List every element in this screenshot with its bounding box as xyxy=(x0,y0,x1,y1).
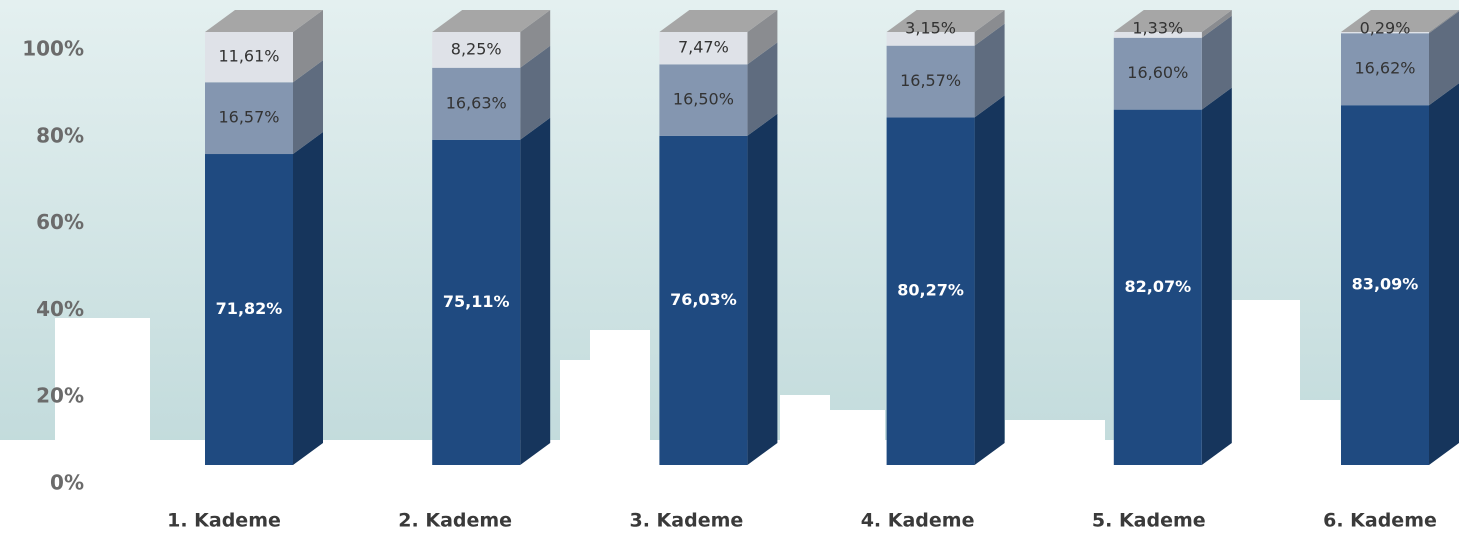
bar xyxy=(1113,37,1202,110)
bar xyxy=(886,32,975,46)
bar xyxy=(205,154,293,465)
x-tick-label: 3. Kademe xyxy=(630,510,744,532)
bar xyxy=(432,67,521,140)
y-tick-label: 100% xyxy=(22,37,84,61)
bar-side xyxy=(747,42,778,136)
value-label: 80,27% xyxy=(897,281,964,300)
bar-side xyxy=(747,113,778,465)
value-label: 3,15% xyxy=(905,19,956,38)
bar-top xyxy=(205,10,323,32)
bar xyxy=(1113,32,1202,38)
value-label: 75,11% xyxy=(443,292,510,311)
value-label: 11,61% xyxy=(218,47,279,66)
bar xyxy=(432,32,521,68)
y-tick-label: 40% xyxy=(36,297,84,321)
bar-side xyxy=(747,10,778,65)
bar xyxy=(1341,33,1429,106)
bar-side xyxy=(974,23,1005,118)
x-tick-label: 5. Kademe xyxy=(1092,510,1206,532)
bar xyxy=(205,32,293,83)
value-label: 16,60% xyxy=(1127,63,1188,82)
bar-top xyxy=(1341,10,1459,32)
bar-top xyxy=(659,10,778,32)
bar-side xyxy=(1429,83,1459,465)
bar xyxy=(1113,109,1202,465)
bar xyxy=(1341,32,1429,34)
bar-side xyxy=(1429,11,1459,106)
value-label: 16,57% xyxy=(218,108,279,127)
value-label: 8,25% xyxy=(451,39,502,58)
bar-side xyxy=(520,117,551,466)
x-tick-label: 4. Kademe xyxy=(861,510,975,532)
bar-side xyxy=(520,10,551,68)
bar xyxy=(1341,105,1429,465)
bar-side xyxy=(293,10,323,83)
value-label: 16,62% xyxy=(1354,59,1415,78)
x-tick-label: 2. Kademe xyxy=(398,510,512,532)
value-label: 0,29% xyxy=(1360,19,1411,38)
bar-top xyxy=(432,10,551,33)
value-label: 16,57% xyxy=(900,71,961,90)
value-label: 82,07% xyxy=(1124,277,1191,296)
bar-side xyxy=(1201,10,1232,38)
bar xyxy=(886,45,975,118)
y-tick-label: 0% xyxy=(50,471,84,495)
value-label: 7,47% xyxy=(678,38,729,57)
bar xyxy=(432,139,521,466)
bar-side xyxy=(293,60,323,155)
bar-side xyxy=(1201,15,1232,110)
bar-side xyxy=(974,95,1005,465)
bar-side xyxy=(1201,87,1232,465)
value-label: 1,33% xyxy=(1132,19,1183,38)
bar-top xyxy=(886,10,1005,33)
y-tick-label: 20% xyxy=(36,384,84,408)
value-label: 16,63% xyxy=(446,93,507,112)
bar-side xyxy=(520,45,551,140)
value-label: 71,82% xyxy=(216,299,283,318)
bar-side xyxy=(1429,10,1459,34)
bar-side xyxy=(293,132,323,465)
value-label: 76,03% xyxy=(670,290,737,309)
y-tick-label: 80% xyxy=(36,123,84,147)
y-tick-label: 60% xyxy=(36,210,84,234)
bar xyxy=(659,135,748,465)
bar-side xyxy=(974,10,1005,46)
bar xyxy=(205,82,293,155)
bar xyxy=(659,64,748,136)
x-tick-label: 1. Kademe xyxy=(167,510,281,532)
value-label: 16,50% xyxy=(673,90,734,109)
bar-top xyxy=(1113,10,1232,32)
x-tick-label: 6. Kademe xyxy=(1323,510,1437,532)
bar xyxy=(886,117,975,465)
value-label: 83,09% xyxy=(1352,275,1419,294)
bar xyxy=(659,32,748,65)
